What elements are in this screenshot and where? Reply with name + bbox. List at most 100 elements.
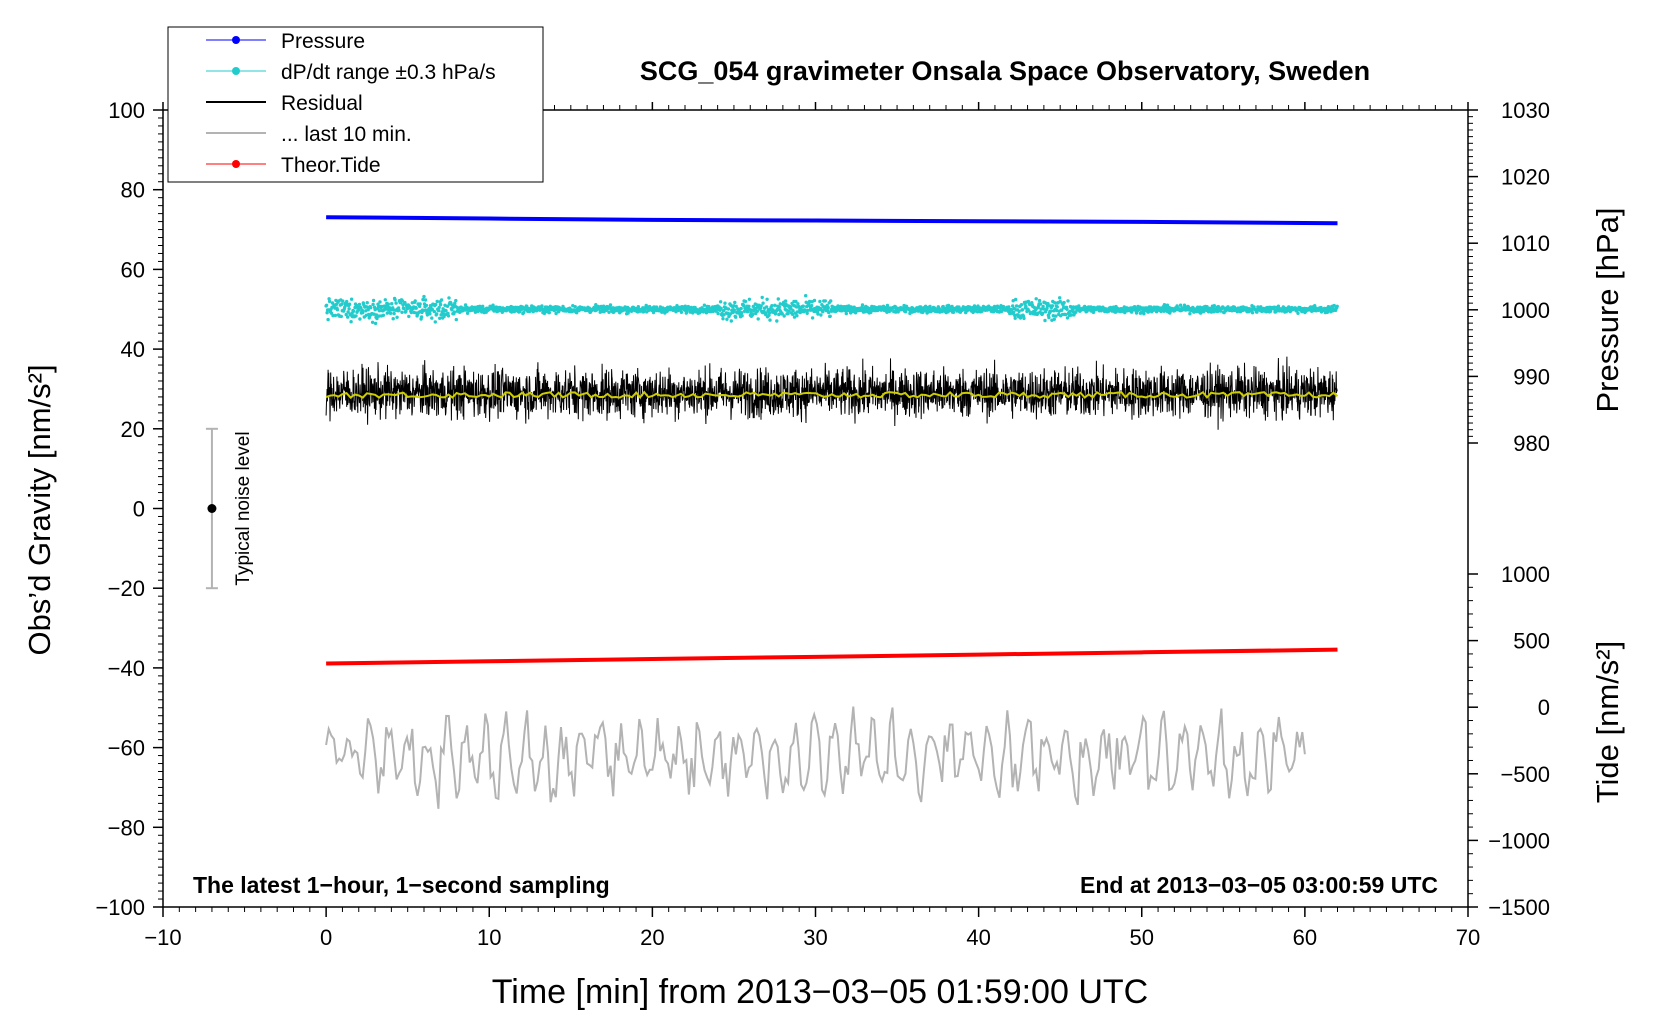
dpdt-point xyxy=(432,309,436,314)
dpdt-point xyxy=(437,308,441,313)
y-pressure-tick-label: 1030 xyxy=(1501,98,1550,123)
dpdt-point xyxy=(442,314,446,319)
dpdt-point xyxy=(394,301,398,305)
dpdt-point xyxy=(810,316,815,320)
dpdt-point xyxy=(860,303,865,307)
dpdt-point xyxy=(1077,304,1081,308)
dpdt-point xyxy=(940,309,944,313)
dpdt-point xyxy=(444,309,448,313)
x-tick-label: 70 xyxy=(1456,925,1480,950)
dpdt-point xyxy=(787,309,791,313)
dpdt-point xyxy=(1276,304,1281,308)
dpdt-point xyxy=(395,315,399,319)
dpdt-point xyxy=(765,297,769,301)
dpdt-point xyxy=(796,302,800,306)
dpdt-point xyxy=(1034,297,1038,301)
dpdt-point xyxy=(344,312,348,317)
dpdt-point xyxy=(782,314,786,318)
legend-marker xyxy=(232,160,240,168)
dpdt-point xyxy=(1091,310,1096,315)
dpdt-point xyxy=(389,311,393,315)
dpdt-point xyxy=(607,310,611,314)
dpdt-point xyxy=(829,299,833,303)
dpdt-point xyxy=(1212,304,1217,308)
sampling-note: The latest 1−hour, 1−second sampling xyxy=(193,872,610,898)
x-tick-label: 60 xyxy=(1293,925,1317,950)
dpdt-point xyxy=(1178,303,1183,307)
y-axis-label-gravity: Obs’d Gravity [nm/s²] xyxy=(22,364,57,655)
dpdt-point xyxy=(1142,312,1146,316)
dpdt-point xyxy=(1065,316,1070,320)
dpdt-point xyxy=(816,312,820,316)
dpdt-point xyxy=(777,305,781,309)
dpdt-point xyxy=(821,310,825,314)
dpdt-point xyxy=(777,312,781,317)
dpdt-point xyxy=(333,313,338,318)
dpdt-point xyxy=(358,317,362,321)
dpdt-point xyxy=(1046,302,1050,306)
dpdt-point xyxy=(1020,308,1025,312)
dpdt-point xyxy=(378,300,382,304)
dpdt-point xyxy=(794,299,798,304)
dpdt-series xyxy=(324,294,1339,326)
dpdt-point xyxy=(381,313,386,317)
dpdt-point xyxy=(790,312,795,316)
dpdt-point xyxy=(414,306,418,310)
dpdt-point xyxy=(1165,303,1170,307)
dpdt-point xyxy=(723,301,727,305)
dpdt-point xyxy=(801,304,805,308)
dpdt-point xyxy=(732,308,736,312)
dpdt-point xyxy=(1026,299,1031,304)
dpdt-point xyxy=(365,301,369,305)
dpdt-point xyxy=(1296,311,1300,315)
dpdt-point xyxy=(454,317,458,322)
dpdt-point xyxy=(1041,307,1046,311)
dpdt-point xyxy=(812,298,817,303)
dpdt-point xyxy=(1050,304,1055,308)
data-layer xyxy=(324,215,1339,809)
dpdt-point xyxy=(734,304,738,308)
dpdt-point xyxy=(1049,309,1053,313)
dpdt-point xyxy=(392,311,396,316)
legend-label: dP/dt range ±0.3 hPa/s xyxy=(281,61,496,84)
dpdt-point xyxy=(326,317,330,322)
dpdt-point xyxy=(1083,304,1087,309)
dpdt-point xyxy=(349,297,354,301)
dpdt-point xyxy=(1052,317,1057,321)
dpdt-point xyxy=(397,308,401,312)
dpdt-point xyxy=(928,304,932,309)
dpdt-point xyxy=(375,316,379,321)
dpdt-point xyxy=(608,303,613,307)
y-pressure-tick-label: 980 xyxy=(1513,431,1550,456)
y-left-tick-label: 40 xyxy=(121,337,145,362)
dpdt-point xyxy=(376,302,380,306)
dpdt-point xyxy=(795,314,799,318)
noise-level-indicator: Typical noise level xyxy=(205,427,254,590)
x-tick-label: 50 xyxy=(1130,925,1154,950)
dpdt-point xyxy=(733,300,737,305)
dpdt-point xyxy=(679,310,684,314)
dpdt-point xyxy=(340,302,344,306)
dpdt-point xyxy=(351,309,356,313)
dpdt-point xyxy=(716,311,720,316)
dpdt-point xyxy=(1065,307,1069,311)
dpdt-point xyxy=(1040,311,1045,315)
y-pressure-tick-label: 990 xyxy=(1513,364,1550,389)
dpdt-point xyxy=(1051,314,1056,318)
dpdt-point xyxy=(780,312,784,316)
dpdt-point xyxy=(702,303,707,307)
y-left-tick-label: 0 xyxy=(133,497,145,522)
dpdt-point xyxy=(361,310,365,315)
dpdt-point xyxy=(947,305,951,309)
dpdt-point xyxy=(1168,309,1173,314)
dpdt-point xyxy=(1037,298,1042,303)
dpdt-point xyxy=(1022,316,1026,321)
dpdt-point xyxy=(770,304,774,308)
dpdt-point xyxy=(453,301,457,305)
y-left-tick-label: 20 xyxy=(121,417,145,442)
y-tide-tick-label: 500 xyxy=(1513,629,1550,654)
dpdt-point xyxy=(347,302,352,306)
dpdt-point xyxy=(786,311,790,316)
dpdt-point xyxy=(422,294,426,299)
